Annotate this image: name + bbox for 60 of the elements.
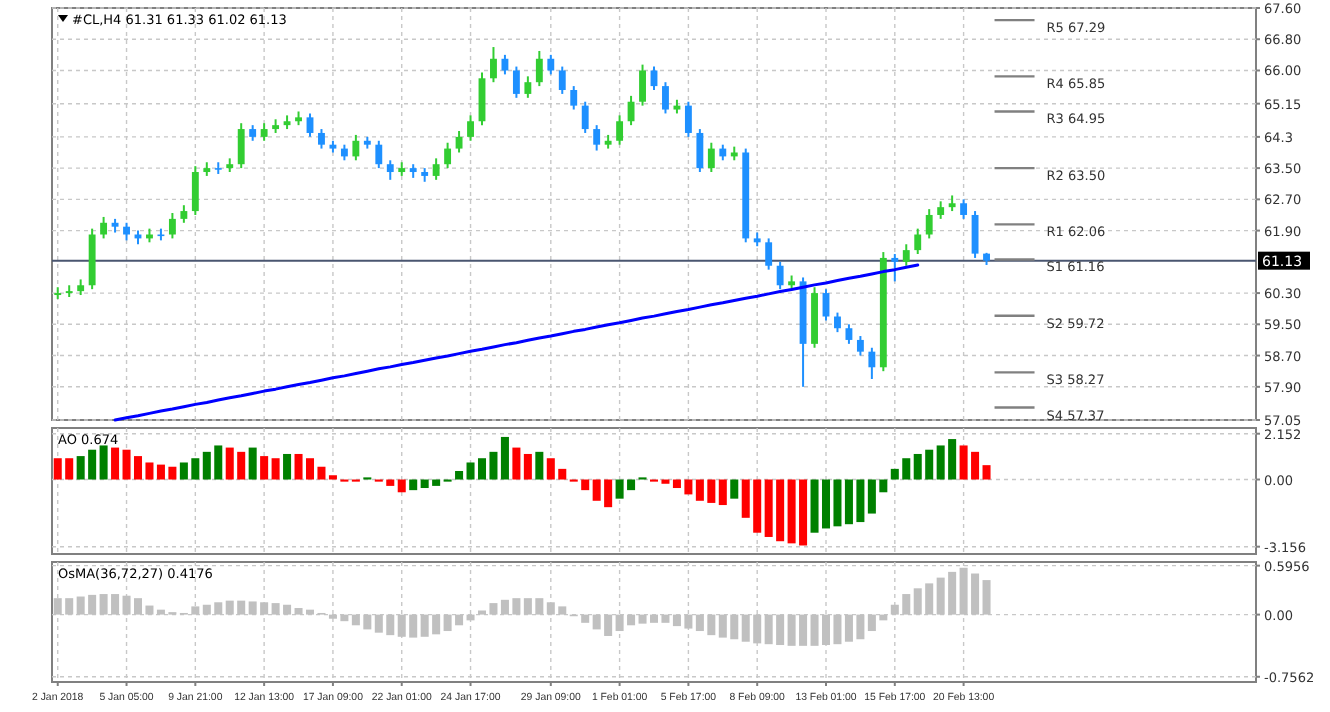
- candlestick: [432, 157, 440, 181]
- candlestick: [352, 133, 360, 162]
- candlestick: [914, 227, 922, 256]
- candlestick: [902, 243, 910, 267]
- candlestick: [535, 49, 543, 88]
- candlestick: [306, 112, 314, 138]
- candlestick: [237, 122, 245, 170]
- bar: [271, 458, 280, 480]
- candlestick: [925, 208, 933, 240]
- candlestick: [558, 65, 566, 95]
- candlestick: [512, 65, 520, 99]
- candlestick: [581, 100, 589, 134]
- bar: [455, 470, 464, 480]
- candlestick: [696, 128, 704, 174]
- candlestick: [616, 114, 624, 146]
- bar: [248, 447, 257, 480]
- bar: [500, 436, 509, 480]
- candlestick: [547, 53, 555, 76]
- candlestick: [707, 141, 715, 174]
- candlestick: [868, 346, 876, 380]
- bar: [111, 447, 120, 480]
- candlestick: [501, 53, 509, 76]
- candlestick: [444, 141, 452, 170]
- bar: [535, 451, 544, 480]
- bar: [409, 479, 418, 491]
- candlestick: [570, 85, 578, 111]
- candlestick: [639, 63, 646, 107]
- bar: [99, 445, 108, 480]
- candlestick: [168, 212, 176, 240]
- bar: [283, 453, 292, 480]
- candlestick: [845, 323, 853, 345]
- bar: [718, 479, 727, 506]
- candlestick: [856, 335, 864, 357]
- bar: [260, 456, 269, 480]
- candlestick: [375, 139, 383, 170]
- candlestick: [386, 159, 394, 181]
- candlestick: [684, 100, 692, 138]
- candlestick: [490, 46, 497, 84]
- candlestick: [191, 165, 199, 216]
- candlestick: [524, 75, 532, 99]
- candlestick: [318, 128, 325, 150]
- candlestick: [100, 215, 108, 240]
- line-series: [113, 263, 920, 422]
- candlestick: [834, 311, 841, 334]
- candlestick: [593, 124, 601, 152]
- candlestick: [960, 198, 968, 220]
- candlestick: [467, 114, 474, 142]
- bar: [523, 453, 532, 480]
- bar: [397, 479, 406, 493]
- candlestick: [891, 253, 899, 283]
- candlestick: [627, 94, 635, 127]
- bar: [730, 479, 739, 499]
- candlestick: [650, 65, 658, 92]
- candlestick: [776, 260, 784, 291]
- candlestick: [971, 210, 979, 259]
- bar: [512, 447, 521, 480]
- bar: [982, 465, 991, 480]
- candlestick: [662, 81, 669, 115]
- candlestick: [455, 130, 463, 154]
- candlestick: [765, 237, 773, 271]
